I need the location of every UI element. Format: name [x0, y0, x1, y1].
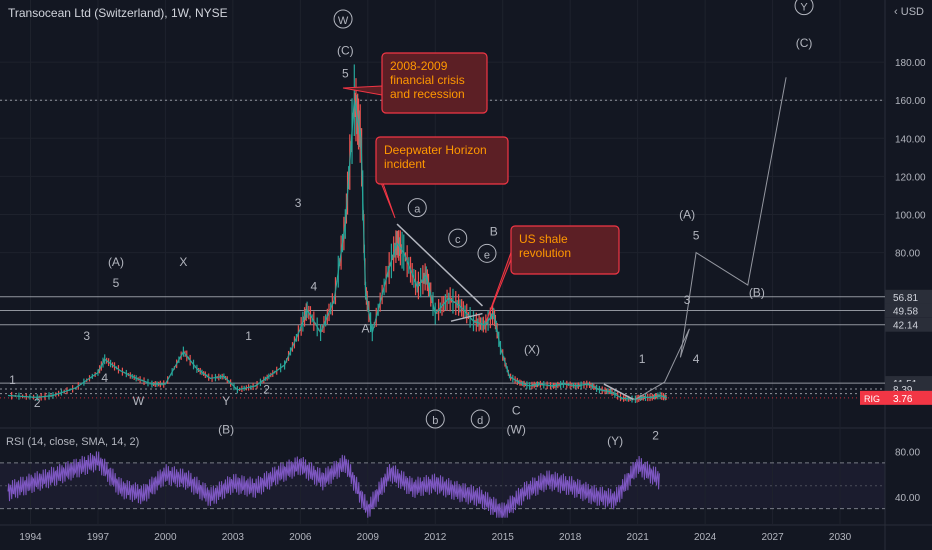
wave-label: (B) [218, 423, 234, 437]
price-label: 3.76 [893, 394, 913, 405]
level-label: 8.39 [893, 385, 913, 396]
wave-label: 4 [693, 352, 700, 366]
currency-value: USD [900, 6, 924, 18]
wave-label: 2 [652, 428, 659, 442]
annotation-text: Deepwater Horizon [384, 143, 487, 157]
wave-label: W [338, 15, 349, 27]
x-tick-label: 2030 [829, 532, 852, 543]
wave-circle [448, 228, 468, 248]
wave-circle [470, 409, 490, 429]
annotation-text: 2008-2009 [390, 59, 448, 73]
wave-circle [425, 409, 445, 429]
wave-circle [333, 9, 353, 29]
wave-label: 1 [9, 373, 16, 387]
projection-path [635, 77, 787, 400]
wave-label: W [133, 394, 145, 408]
wave-label: A [362, 322, 370, 336]
x-tick-label: 1994 [19, 532, 42, 543]
wave-label: (C) [337, 43, 354, 57]
wave-label: 5 [342, 66, 349, 80]
triangle-line-upper [396, 223, 483, 307]
annotation-text: incident [384, 157, 426, 171]
rsi-line [7, 451, 660, 518]
x-tick-label: 2021 [627, 532, 650, 543]
wave-label: Y [800, 2, 808, 14]
wave-circle [477, 243, 497, 263]
wave-circle [407, 198, 427, 218]
wave-label: Y [222, 394, 230, 408]
wave-label: b [432, 415, 438, 427]
chevron-icon: ‹ [894, 6, 898, 18]
price-label-box [885, 390, 932, 405]
x-tick-label: 2024 [694, 532, 717, 543]
wave-label: (A) [679, 207, 695, 221]
level-label: 42.14 [893, 321, 918, 332]
y-tick-label: 100.00 [895, 211, 926, 222]
x-tick-label: 2015 [492, 532, 515, 543]
y-tick-label: 160.00 [895, 96, 926, 107]
triangle-line-lower [450, 312, 483, 322]
wave-label: a [414, 204, 421, 216]
y-tick-label: 140.00 [895, 134, 926, 145]
wave-label: 2 [263, 383, 270, 397]
wave-label: 3 [295, 196, 302, 210]
annotation-box [381, 52, 488, 114]
level-label: 56.81 [893, 293, 918, 304]
wave-label: 4 [310, 280, 317, 294]
level-label: 49.58 [893, 307, 918, 318]
wave-label: 5 [113, 276, 120, 290]
wave-label: (A) [108, 255, 124, 269]
wave-label: d [477, 415, 483, 427]
annotation-box [510, 225, 620, 275]
y-tick-label: 80.00 [895, 249, 920, 260]
wave-circle [794, 0, 814, 16]
wave-label: (B) [749, 285, 765, 299]
wave-label: C [512, 404, 521, 418]
wave-label: 3 [684, 293, 691, 307]
annotation-text: US shale [519, 232, 568, 246]
wave-label: 1 [639, 352, 646, 366]
wave-label: (C) [796, 36, 813, 50]
wave-label: 5 [693, 228, 700, 242]
wave-label: 2 [34, 396, 41, 410]
x-tick-label: 2012 [424, 532, 447, 543]
wave-label: X [179, 255, 187, 269]
x-tick-label: 2003 [222, 532, 245, 543]
annotation-text: and recession [390, 87, 465, 101]
rsi-title: RSI (14, close, SMA, 14, 2) [6, 436, 140, 448]
wave-label: 4 [101, 371, 108, 385]
y-tick-label: 180.00 [895, 58, 926, 69]
currency-label[interactable]: ‹ USD [894, 6, 924, 18]
level-label-box [885, 317, 932, 332]
rsi-tick-label: 40.00 [895, 493, 920, 504]
x-tick-label: 1997 [87, 532, 110, 543]
annotation-text: revolution [519, 246, 571, 260]
chart-title: Transocean Ltd (Switzerland), 1W, NYSE [8, 6, 228, 20]
wedge-line [603, 383, 634, 400]
symbol-tag [860, 390, 885, 405]
price-series-line [7, 100, 668, 400]
annotation-box [375, 136, 509, 185]
y-tick-label: 120.00 [895, 172, 926, 183]
wave-label: c [455, 234, 461, 246]
wave-label: e [484, 249, 490, 261]
x-tick-label: 2009 [357, 532, 380, 543]
symbol-tag-label: RIG [864, 394, 880, 404]
x-tick-label: 2006 [289, 532, 312, 543]
wave-label: (X) [524, 343, 540, 357]
wave-label: B [490, 224, 498, 238]
level-label-box [885, 289, 932, 304]
wave-label: (W) [507, 423, 526, 437]
wave-label: (Y) [607, 434, 623, 448]
annotation-text: financial crisis [390, 73, 465, 87]
x-tick-label: 2027 [761, 532, 784, 543]
wave-label: 3 [83, 329, 90, 343]
rsi-tick-label: 80.00 [895, 447, 920, 458]
x-tick-label: 2018 [559, 532, 582, 543]
level-label-box [885, 303, 932, 318]
x-tick-label: 2000 [154, 532, 177, 543]
wave-label: 1 [245, 329, 252, 343]
